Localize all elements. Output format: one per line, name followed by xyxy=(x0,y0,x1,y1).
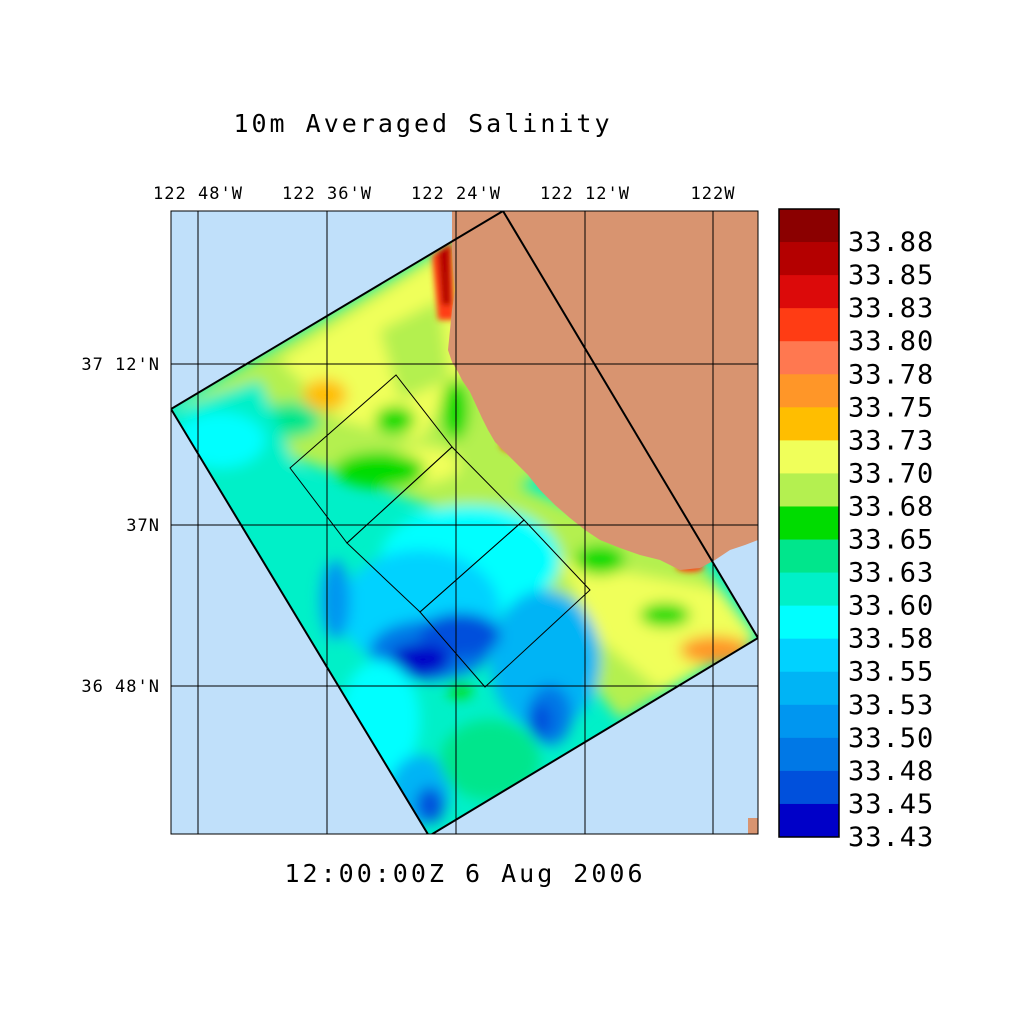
colorbar-label: 33.65 xyxy=(848,525,934,556)
colorbar-labels: 33.8833.8533.8333.8033.7833.7533.7333.70… xyxy=(848,227,934,853)
map-title: 10m Averaged Salinity xyxy=(233,109,612,138)
colorbar-swatch xyxy=(779,506,839,541)
longitude-label: 122 12'W xyxy=(540,184,630,204)
longitude-label: 122 48'W xyxy=(153,184,243,204)
longitude-label: 122 24'W xyxy=(411,184,501,204)
latitude-label: 36 48'N xyxy=(81,677,160,697)
graticule xyxy=(171,211,758,834)
colorbar-swatch xyxy=(779,803,839,838)
map-frame xyxy=(170,210,759,835)
colorbar-swatch xyxy=(779,473,839,507)
colorbar-label: 33.45 xyxy=(848,789,934,820)
colorbar-swatch xyxy=(779,737,839,772)
colorbar-swatch xyxy=(779,407,839,441)
colorbar-label: 33.60 xyxy=(848,591,934,622)
model-domain-outline xyxy=(171,211,758,834)
colorbar-frame xyxy=(778,208,840,838)
colorbar-label: 33.70 xyxy=(848,458,934,489)
colorbar-label: 33.43 xyxy=(848,822,934,853)
colorbar-label: 33.68 xyxy=(848,491,934,522)
colorbar-label: 33.88 xyxy=(848,227,934,258)
colorbar-swatch xyxy=(779,440,839,474)
colorbar-label: 33.48 xyxy=(848,756,934,787)
colorbar-swatch xyxy=(779,572,839,607)
colorbar xyxy=(778,208,840,838)
colorbar-label: 33.75 xyxy=(848,392,934,423)
colorbar-swatch xyxy=(779,638,839,673)
colorbar-swatch xyxy=(779,539,839,574)
latitude-label: 37 12'N xyxy=(81,355,160,375)
colorbar-label: 33.50 xyxy=(848,723,934,754)
colorbar-swatch xyxy=(779,242,839,276)
southern-land-fragment xyxy=(748,818,758,834)
longitude-tick-labels: 122 48'W 122 36'W 122 24'W 122 12'W 122W xyxy=(153,184,736,204)
colorbar-label: 33.63 xyxy=(848,558,934,589)
colorbar-swatch xyxy=(779,770,839,805)
colorbar-swatch xyxy=(779,605,839,640)
colorbar-swatch xyxy=(779,209,839,243)
colorbar-label: 33.53 xyxy=(848,690,934,721)
coastline-land xyxy=(448,211,758,570)
colorbar-label: 33.80 xyxy=(848,326,934,357)
colorbar-swatch xyxy=(779,308,839,342)
longitude-label: 122W xyxy=(691,184,736,204)
colorbar-swatch xyxy=(779,341,839,375)
latitude-tick-labels: 37 12'N 37N 36 48'N xyxy=(81,355,160,697)
colorbar-swatch xyxy=(779,671,839,706)
colorbar-label: 33.83 xyxy=(848,293,934,324)
map-plot-area xyxy=(171,211,758,834)
colorbar-label: 33.73 xyxy=(848,425,934,456)
colorbar-label: 33.85 xyxy=(848,260,934,291)
timestamp: 12:00:00Z 6 Aug 2006 xyxy=(284,859,645,888)
colorbar-swatch xyxy=(779,374,839,408)
colorbar-label: 33.58 xyxy=(848,624,934,655)
colorbar-swatch xyxy=(779,275,839,309)
longitude-label: 122 36'W xyxy=(282,184,372,204)
colorbar-swatch xyxy=(779,704,839,739)
colorbar-label: 33.78 xyxy=(848,359,934,390)
nested-subdomains xyxy=(289,374,591,688)
colorbar-label: 33.55 xyxy=(848,657,934,688)
latitude-label: 37N xyxy=(126,516,160,536)
